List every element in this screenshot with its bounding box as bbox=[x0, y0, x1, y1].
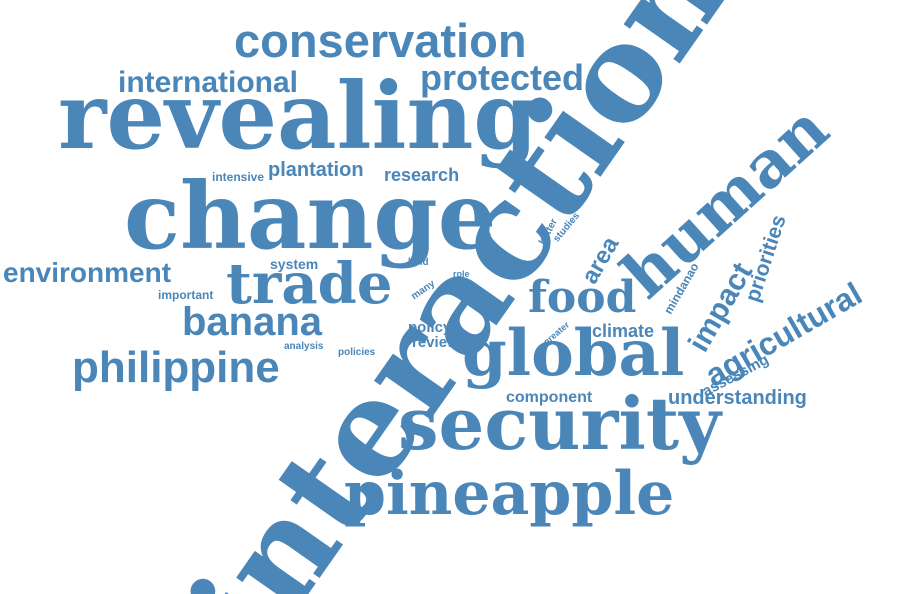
word-climate: climate bbox=[592, 321, 655, 341]
word-plantation: plantation bbox=[268, 159, 364, 181]
word-revealing: revealing bbox=[58, 62, 538, 170]
word-land: land bbox=[408, 257, 429, 268]
word-system: system bbox=[270, 256, 319, 272]
word-change: change bbox=[124, 162, 497, 270]
word-trade: trade bbox=[226, 251, 393, 317]
word-intensive: intensive bbox=[212, 170, 265, 184]
word-policy: policy bbox=[408, 319, 452, 336]
word-important: important bbox=[158, 288, 214, 302]
word-component: component bbox=[506, 389, 593, 406]
word-zone: zone bbox=[496, 258, 512, 265]
word-food: food bbox=[528, 272, 637, 323]
word-international: international bbox=[118, 66, 299, 99]
word-research: research bbox=[384, 165, 460, 185]
word-global: global bbox=[462, 316, 685, 391]
word-security: security bbox=[398, 381, 721, 466]
word-banana: banana bbox=[182, 300, 323, 344]
word-pineapple: pineapple bbox=[344, 459, 675, 529]
word-policies: policies bbox=[338, 347, 376, 358]
word-environment: environment bbox=[3, 257, 172, 288]
word-review: review bbox=[412, 334, 459, 351]
word-risk: risk bbox=[462, 282, 473, 288]
word-conservation: conservation bbox=[234, 14, 527, 67]
word-role: role bbox=[453, 269, 470, 279]
word-understanding: understanding bbox=[668, 387, 807, 409]
word-analysis: analysis bbox=[284, 341, 324, 352]
word-philippine: philippine bbox=[72, 343, 280, 392]
word-protected: protected bbox=[420, 57, 585, 98]
